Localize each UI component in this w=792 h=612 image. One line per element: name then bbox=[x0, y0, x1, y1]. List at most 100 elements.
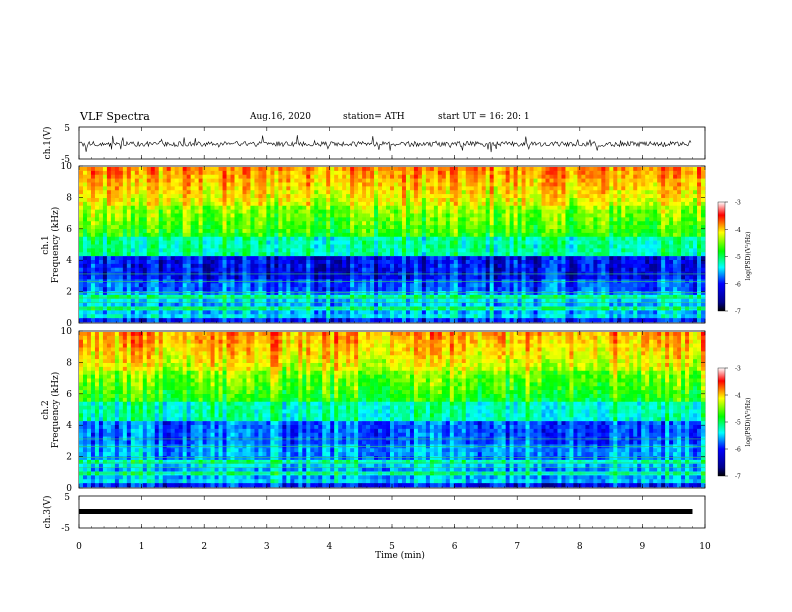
spectrogram-cell bbox=[665, 170, 670, 176]
spectrogram-cell bbox=[533, 256, 538, 261]
spectrogram-cell bbox=[601, 186, 606, 191]
spectrogram-cell bbox=[126, 198, 132, 203]
spectrogram-cell bbox=[505, 232, 510, 238]
spectrogram-cell bbox=[170, 198, 175, 203]
spectrogram-cell bbox=[609, 186, 614, 191]
spectrogram-cell bbox=[346, 275, 351, 280]
spectrogram-cell bbox=[242, 287, 247, 292]
spectrogram-cell bbox=[334, 267, 339, 272]
spectrogram-cell bbox=[577, 267, 582, 272]
spectrogram-cell bbox=[134, 287, 140, 292]
spectrogram-cell bbox=[98, 213, 104, 218]
spectrogram-cell bbox=[302, 287, 307, 292]
spectrogram-cell bbox=[350, 263, 355, 269]
spectrogram-cell bbox=[401, 225, 407, 230]
spectrogram-cell bbox=[370, 182, 375, 187]
spectrogram-cell bbox=[178, 287, 183, 292]
spectrogram-cell bbox=[126, 186, 132, 191]
spectrogram-cell bbox=[194, 248, 199, 253]
spectrogram-cell bbox=[290, 244, 295, 249]
spectrogram-cell bbox=[286, 198, 291, 203]
spectrogram-cell bbox=[318, 190, 323, 195]
spectrogram-cell bbox=[605, 252, 610, 257]
spectrogram-cell bbox=[178, 186, 183, 191]
spectrogram-cell bbox=[306, 244, 311, 249]
spectrogram-cell bbox=[441, 205, 447, 210]
spectrogram-cell bbox=[489, 263, 494, 269]
spectrogram-cell bbox=[693, 232, 698, 238]
spectrogram-cell bbox=[298, 236, 303, 241]
spectrogram-cell bbox=[330, 232, 335, 238]
spectrogram-cell bbox=[222, 240, 227, 245]
spectrogram-cell bbox=[270, 190, 275, 195]
spectrogram-cell bbox=[98, 190, 104, 195]
spectrogram-cell bbox=[218, 182, 223, 187]
spectrogram-cell bbox=[417, 167, 423, 172]
spectrogram-cell bbox=[633, 240, 638, 245]
spectrogram-cell bbox=[182, 263, 187, 269]
spectrogram-cell bbox=[677, 201, 682, 207]
spectrogram-cell bbox=[302, 170, 307, 176]
spectrogram-cell bbox=[222, 225, 227, 230]
spectrogram-cell bbox=[453, 205, 459, 210]
spectrogram-cell bbox=[306, 256, 311, 261]
spectrogram-cell bbox=[250, 260, 255, 265]
spectrogram-cell bbox=[545, 244, 550, 249]
spectrogram-cell bbox=[505, 170, 510, 176]
spectrogram-cell bbox=[669, 244, 674, 249]
spectrogram-cell bbox=[198, 256, 203, 261]
spectrogram-cell bbox=[234, 194, 239, 199]
spectrogram-cell bbox=[605, 194, 610, 199]
spectrogram-cell bbox=[533, 209, 538, 214]
spectrogram-cell bbox=[106, 198, 112, 203]
spectrogram-cell bbox=[358, 283, 363, 288]
spectrogram-cell bbox=[218, 236, 223, 241]
spectrogram-cell bbox=[246, 178, 251, 183]
spectrogram-cell bbox=[517, 201, 522, 207]
spectrogram-cell bbox=[493, 217, 498, 222]
spectrogram-cell bbox=[417, 198, 423, 203]
spectrogram-cell bbox=[673, 252, 678, 257]
spectrogram-cell bbox=[326, 182, 331, 187]
spectrogram-cell bbox=[593, 244, 598, 249]
spectrogram-cell bbox=[234, 213, 239, 218]
spectrogram-cell bbox=[557, 190, 562, 195]
spectrogram-cell bbox=[393, 229, 399, 234]
spectrogram-cell bbox=[190, 178, 195, 183]
spectrogram-cell bbox=[661, 209, 666, 214]
spectrogram-cell bbox=[597, 283, 602, 288]
spectrogram-cell bbox=[222, 229, 227, 234]
spectrogram-cell bbox=[445, 194, 451, 199]
spectrogram-cell bbox=[425, 213, 431, 218]
spectrogram-cell bbox=[318, 182, 323, 187]
spectrogram-cell bbox=[294, 248, 299, 253]
spectrogram-cell bbox=[354, 267, 359, 272]
spectrogram-cell bbox=[350, 201, 355, 207]
spectrogram-cell bbox=[557, 174, 562, 179]
spectrogram-cell bbox=[198, 217, 203, 222]
spectrogram-cell bbox=[569, 263, 574, 269]
spectrogram-cell bbox=[589, 213, 594, 218]
spectrogram-cell bbox=[154, 248, 160, 253]
spectrogram-cell bbox=[79, 287, 84, 292]
spectrogram-cell bbox=[298, 209, 303, 214]
spectrogram-cell bbox=[681, 240, 686, 245]
spectrogram-cell bbox=[122, 209, 128, 214]
spectrogram-cell bbox=[170, 287, 175, 292]
spectrogram-cell bbox=[266, 190, 271, 195]
spectrogram-cell bbox=[585, 267, 590, 272]
spectrogram-cell bbox=[545, 194, 550, 199]
spectrogram-cell bbox=[270, 240, 275, 245]
spectrogram-cell bbox=[621, 221, 626, 226]
spectrogram-cell bbox=[521, 229, 526, 234]
spectrogram-cell bbox=[218, 240, 223, 245]
spectrogram-cell bbox=[386, 190, 391, 195]
spectrogram-cell bbox=[557, 232, 562, 238]
spectrogram-cell bbox=[266, 244, 271, 249]
spectrogram-cell bbox=[154, 190, 160, 195]
spectrogram-cell bbox=[685, 240, 690, 245]
spectrogram-cell bbox=[310, 209, 315, 214]
spectrogram-cell bbox=[561, 174, 566, 179]
spectrogram-cell bbox=[126, 201, 132, 207]
spectrogram-cell bbox=[405, 225, 411, 230]
